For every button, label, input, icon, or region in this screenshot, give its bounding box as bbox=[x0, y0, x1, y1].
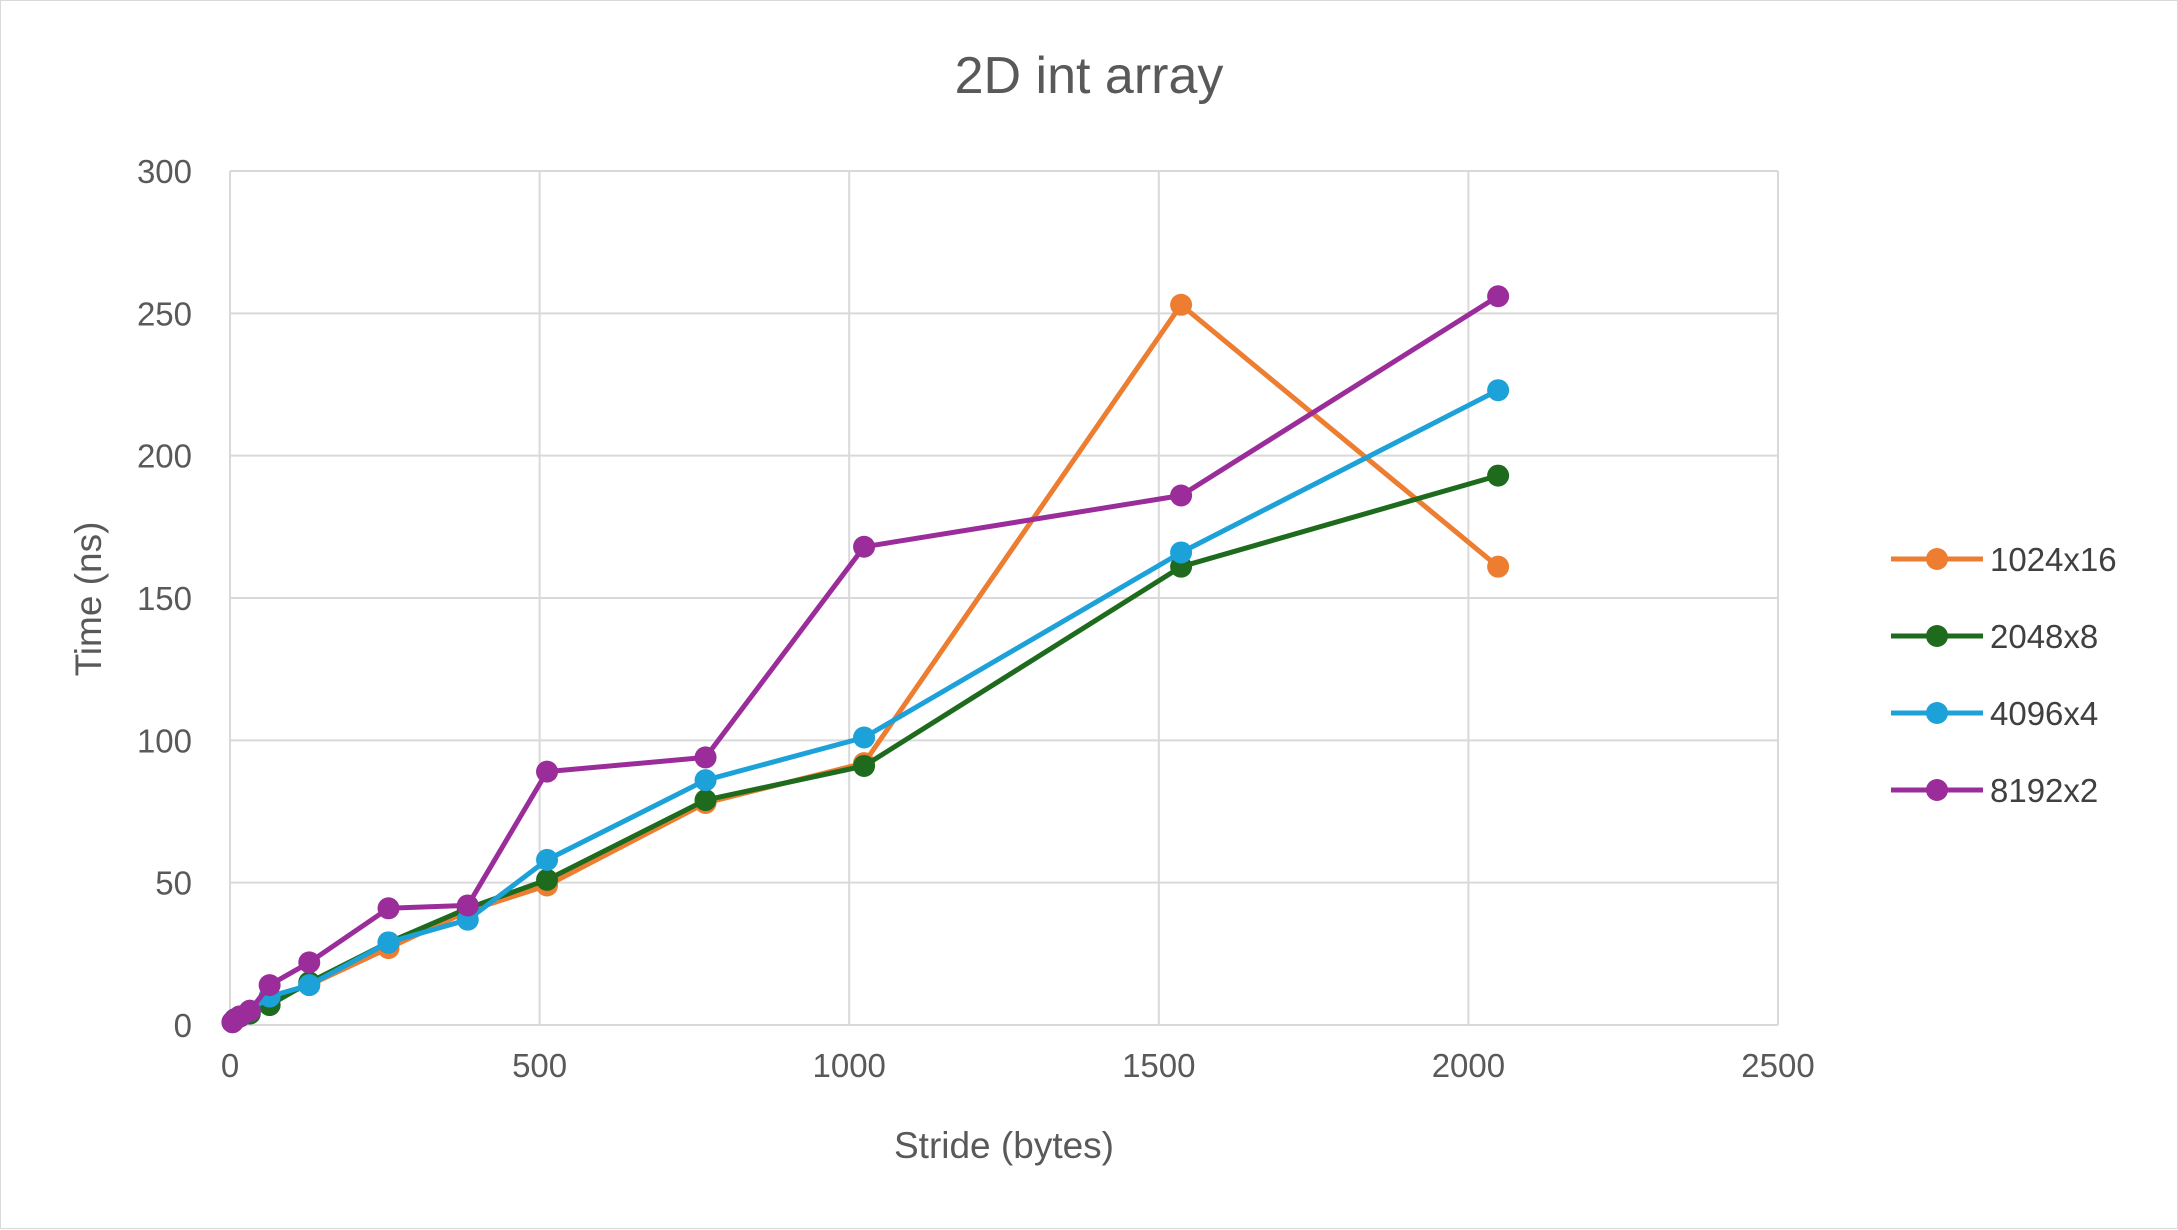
data-point bbox=[694, 769, 717, 792]
data-point bbox=[853, 754, 876, 777]
y-tick-label: 250 bbox=[137, 295, 192, 332]
data-point bbox=[377, 897, 400, 920]
chart-title: 2D int array bbox=[955, 47, 1224, 105]
x-tick-label: 1000 bbox=[812, 1047, 885, 1084]
legend-item: 2048x8 bbox=[1891, 618, 2098, 655]
series-4096x4 bbox=[221, 379, 1510, 1034]
x-tick-label: 500 bbox=[512, 1047, 567, 1084]
legend-marker bbox=[1926, 625, 1948, 647]
legend-marker bbox=[1926, 548, 1948, 570]
legend-label: 2048x8 bbox=[1990, 618, 2098, 655]
series-line bbox=[230, 302, 1500, 1024]
data-point bbox=[694, 789, 717, 812]
legend-item: 8192x2 bbox=[1891, 772, 2098, 809]
data-point bbox=[694, 746, 717, 769]
data-point bbox=[536, 848, 559, 871]
data-point bbox=[536, 868, 559, 891]
legend-label: 8192x2 bbox=[1990, 772, 2098, 809]
data-point bbox=[298, 951, 321, 974]
x-axis-title: Stride (bytes) bbox=[894, 1125, 1114, 1166]
x-tick-label: 1500 bbox=[1122, 1047, 1195, 1084]
x-tick-label: 2000 bbox=[1432, 1047, 1505, 1084]
data-point bbox=[1170, 484, 1193, 507]
x-tick-label: 2500 bbox=[1741, 1047, 1814, 1084]
data-point bbox=[1487, 285, 1510, 308]
y-tick-label: 300 bbox=[137, 153, 192, 190]
data-point bbox=[456, 894, 479, 917]
legend: 1024x16 2048x8 4096x4 8192x2 bbox=[1891, 541, 2117, 809]
legend-marker bbox=[1926, 702, 1948, 724]
y-tick-label: 50 bbox=[155, 865, 192, 902]
legend-label: 4096x4 bbox=[1990, 695, 2098, 732]
data-point bbox=[377, 931, 400, 954]
legend-item: 1024x16 bbox=[1891, 541, 2117, 578]
series-layer bbox=[221, 285, 1510, 1034]
data-point bbox=[853, 535, 876, 558]
y-tick-label: 150 bbox=[137, 580, 192, 617]
data-point bbox=[853, 726, 876, 749]
data-point bbox=[238, 999, 261, 1022]
data-point bbox=[298, 974, 321, 997]
series-1024x16 bbox=[221, 293, 1510, 1034]
legend-marker bbox=[1926, 779, 1948, 801]
data-point bbox=[1487, 464, 1510, 487]
legend-item: 4096x4 bbox=[1891, 695, 2098, 732]
data-point bbox=[258, 974, 281, 997]
legend-label: 1024x16 bbox=[1990, 541, 2117, 578]
axis-tick-labels: 0 50 100 150 200 250 300 0 500 1000 1500 2000 2500 bbox=[137, 153, 1815, 1084]
y-axis-title: Time (ns) bbox=[68, 522, 109, 677]
y-tick-label: 100 bbox=[137, 722, 192, 759]
series-8192x2 bbox=[221, 285, 1510, 1034]
y-tick-label: 0 bbox=[174, 1007, 192, 1044]
x-tick-label: 0 bbox=[221, 1047, 239, 1084]
data-point bbox=[1487, 379, 1510, 402]
data-point bbox=[1170, 293, 1193, 316]
data-point bbox=[1487, 555, 1510, 578]
data-point bbox=[1170, 541, 1193, 564]
data-point bbox=[536, 760, 559, 783]
series-line bbox=[230, 294, 1500, 1024]
y-tick-label: 200 bbox=[137, 438, 192, 475]
